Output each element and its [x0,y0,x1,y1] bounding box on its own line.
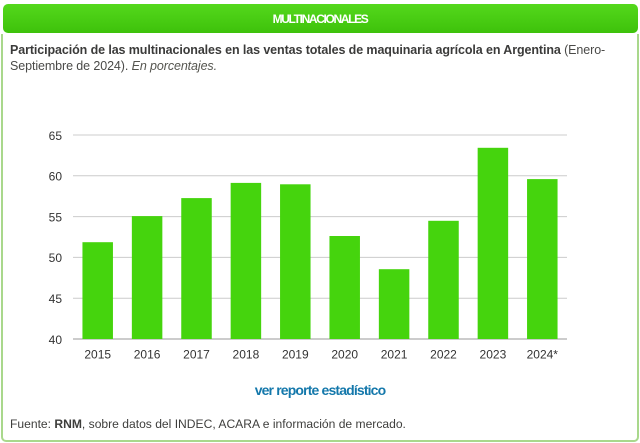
svg-text:40: 40 [49,333,63,347]
svg-text:60: 60 [49,170,63,184]
svg-text:2016: 2016 [134,347,161,361]
svg-text:2024*: 2024* [527,347,559,361]
svg-text:2019: 2019 [282,347,309,361]
svg-text:65: 65 [49,129,63,143]
svg-text:2021: 2021 [381,347,408,361]
svg-text:2015: 2015 [84,347,111,361]
svg-text:2022: 2022 [430,347,457,361]
svg-text:50: 50 [49,251,63,265]
svg-text:2023: 2023 [480,347,507,361]
svg-text:2017: 2017 [183,347,210,361]
svg-text:2020: 2020 [331,347,358,361]
svg-text:45: 45 [49,292,63,306]
svg-text:2018: 2018 [233,347,260,361]
svg-text:55: 55 [49,210,63,224]
